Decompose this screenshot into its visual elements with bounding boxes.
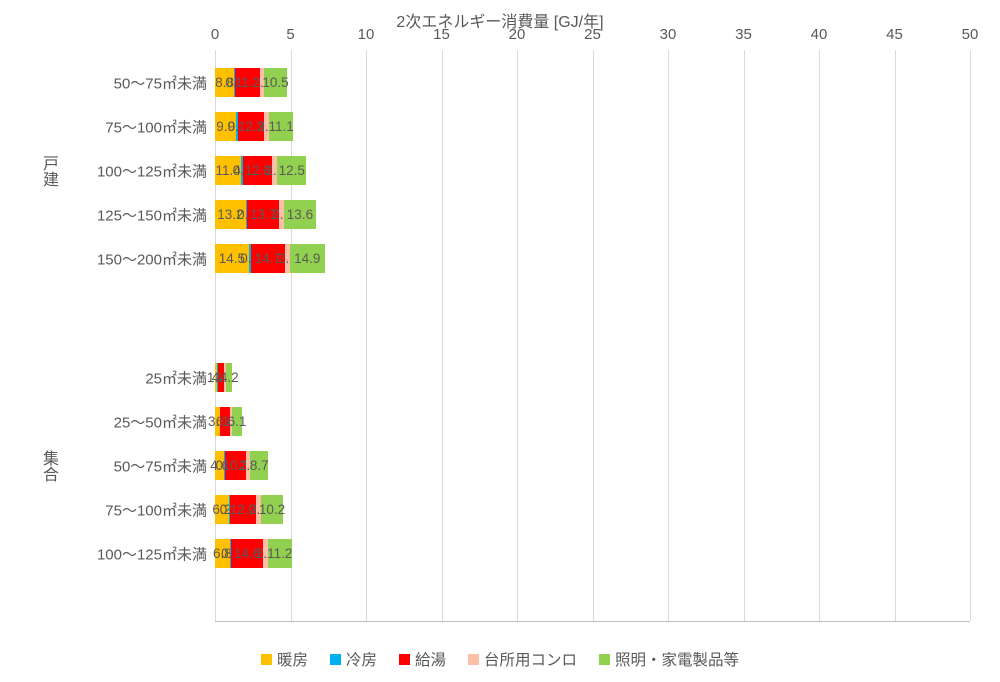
bars-area: 50～75㎡未満8.80.711.22.110.5 75～100㎡未満9.90.7… bbox=[215, 50, 970, 622]
bar-value-label: 11.1 bbox=[268, 119, 293, 134]
bar-segment-lighting: 11.1 bbox=[269, 112, 293, 141]
x-tick-label: 25 bbox=[584, 26, 601, 43]
bar-segment-lighting: 11.2 bbox=[268, 539, 292, 568]
legend-swatch bbox=[399, 654, 410, 665]
bar-row: 75～100㎡未満9.90.712.32.211.1 bbox=[215, 112, 323, 141]
bar-row: 75～100㎡未満6.20.612.02.310.2 bbox=[215, 495, 324, 524]
bar-row: 25㎡未満1.64.41.14.2 bbox=[215, 363, 290, 392]
legend-label: 照明・家電製品等 bbox=[615, 648, 739, 670]
bar-segment-lighting: 6.1 bbox=[232, 407, 241, 436]
bar-row: 50～75㎡未満4.60.510.32.18.7 bbox=[215, 451, 316, 480]
bar-value-label: 10.2 bbox=[259, 502, 285, 517]
bar-category-label: 50～75㎡未満 bbox=[114, 455, 215, 476]
legend-label: 給湯 bbox=[415, 648, 446, 670]
legend-item-hotwater: 給湯 bbox=[399, 648, 446, 670]
x-tick-label: 5 bbox=[286, 26, 294, 43]
legend-item-cooling: 冷房 bbox=[330, 648, 377, 670]
x-tick-label: 35 bbox=[735, 26, 752, 43]
bar-category-label: 75～100㎡未満 bbox=[105, 116, 215, 137]
legend-label: 暖房 bbox=[277, 648, 308, 670]
legend-swatch bbox=[468, 654, 479, 665]
bar-segment-lighting: 14.9 bbox=[290, 244, 325, 273]
bar-value-label: 14.9 bbox=[294, 251, 320, 266]
legend-label: 冷房 bbox=[346, 648, 377, 670]
bar-category-label: 50～75㎡未満 bbox=[114, 72, 215, 93]
bar-value-label: 12.5 bbox=[279, 163, 305, 178]
bar-value-label: 10.5 bbox=[262, 75, 288, 90]
bar-category-label: 100～125㎡未満 bbox=[97, 543, 215, 564]
bar-value-label: 11.2 bbox=[267, 546, 292, 561]
bar-row: 100～125㎡未満11.40.712.82.112.5 bbox=[215, 156, 330, 185]
x-tick-label: 15 bbox=[433, 26, 450, 43]
bar-value-label: 6.1 bbox=[228, 414, 247, 429]
bar-segment-lighting: 4.2 bbox=[226, 363, 232, 392]
bar-row: 50～75㎡未満8.80.711.22.110.5 bbox=[215, 68, 323, 97]
bar-category-label: 100～125㎡未満 bbox=[97, 160, 215, 181]
bar-segment-lighting: 13.6 bbox=[284, 200, 316, 229]
energy-chart: 2次エネルギー消費量 [GJ/年] 0 5 10 15 20 25 30 35 40 45 50 5… bbox=[0, 0, 1000, 682]
bar-category-label: 25㎡未満 bbox=[145, 367, 215, 388]
bar-value-label: 8.7 bbox=[250, 458, 269, 473]
x-tick-label: 30 bbox=[660, 26, 677, 43]
x-tick-label: 50 bbox=[962, 26, 979, 43]
legend-item-heating: 暖房 bbox=[261, 648, 308, 670]
gridline bbox=[970, 50, 971, 621]
bar-segment-lighting: 10.2 bbox=[261, 495, 283, 524]
x-tick-label: 40 bbox=[811, 26, 828, 43]
legend-swatch bbox=[261, 654, 272, 665]
group-label-detached: 戸建 bbox=[36, 155, 60, 187]
bar-row: 150～200㎡未満14.50.814.72.214.9 bbox=[215, 244, 331, 273]
x-tick-label: 10 bbox=[358, 26, 375, 43]
bar-value-label: 14.7 bbox=[255, 251, 281, 266]
legend-label: 台所用コンロ bbox=[484, 648, 577, 670]
bar-category-label: 150～200㎡未満 bbox=[97, 248, 215, 269]
chart-title: 2次エネルギー消費量 [GJ/年] bbox=[0, 8, 1000, 32]
bar-value-label: 13.6 bbox=[287, 207, 313, 222]
x-tick-label: 0 bbox=[211, 26, 219, 43]
bar-row: 25～50㎡未満3.26.41.66.1 bbox=[215, 407, 290, 436]
x-tick-label: 45 bbox=[886, 26, 903, 43]
legend: 暖房 冷房 給湯 台所用コンロ 照明・家電製品等 bbox=[0, 648, 1000, 670]
bar-category-label: 25～50㎡未満 bbox=[114, 411, 215, 432]
legend-swatch bbox=[599, 654, 610, 665]
group-label-collective: 集合 bbox=[36, 450, 60, 482]
bar-value-label: 4.2 bbox=[220, 370, 239, 385]
bar-row: 125～150㎡未満13.20.713.72.113.6 bbox=[215, 200, 331, 229]
legend-item-lighting: 照明・家電製品等 bbox=[599, 648, 739, 670]
legend-item-kitchen: 台所用コンロ bbox=[468, 648, 577, 670]
bar-segment-lighting: 10.5 bbox=[264, 68, 287, 97]
x-tick-label: 20 bbox=[509, 26, 526, 43]
bar-row: 100～125㎡未満6.80.814.62.211.2 bbox=[215, 539, 323, 568]
bar-segment-lighting: 12.5 bbox=[277, 156, 306, 185]
bar-segment-lighting: 8.7 bbox=[250, 451, 268, 480]
bar-category-label: 125～150㎡未満 bbox=[97, 204, 215, 225]
legend-swatch bbox=[330, 654, 341, 665]
bar-category-label: 75～100㎡未満 bbox=[105, 499, 215, 520]
